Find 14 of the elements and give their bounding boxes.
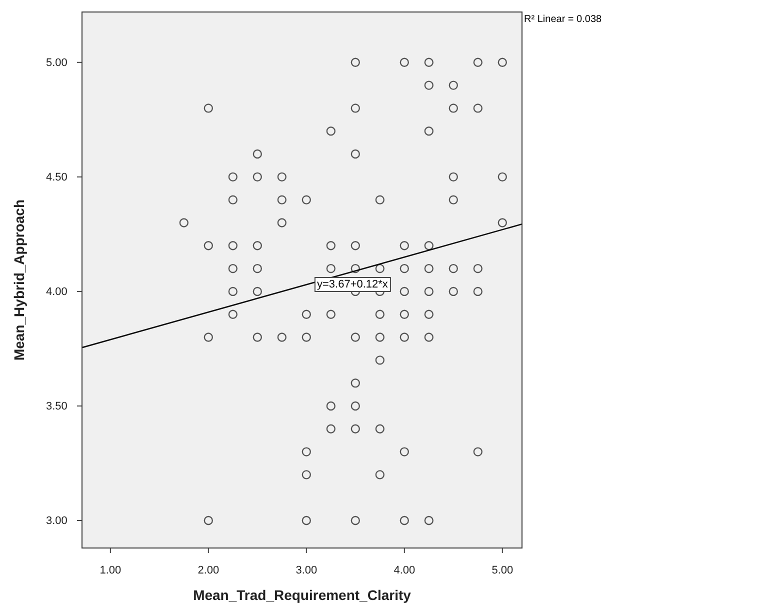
x-tick-label: 5.00: [492, 564, 514, 577]
x-tick-label: 4.00: [394, 564, 416, 577]
x-tick-label: 2.00: [198, 564, 220, 577]
annotation: y=3.67+0.12*x: [316, 278, 388, 290]
y-tick-label: 5.00: [46, 56, 68, 69]
x-axis-title: Mean_Trad_Requirement_Clarity: [193, 587, 412, 603]
x-tick-label: 3.00: [296, 564, 318, 577]
y-axis-title: Mean_Hybrid_Approach: [11, 199, 27, 361]
y-tick-label: 3.00: [46, 515, 68, 528]
text: R² Linear = 0.038: [524, 14, 602, 25]
x-tick-label: 1.00: [100, 564, 122, 577]
y-tick-label: 4.00: [46, 286, 68, 298]
y-tick-label: 4.50: [46, 171, 68, 184]
y-tick-label: 3.50: [46, 400, 68, 413]
